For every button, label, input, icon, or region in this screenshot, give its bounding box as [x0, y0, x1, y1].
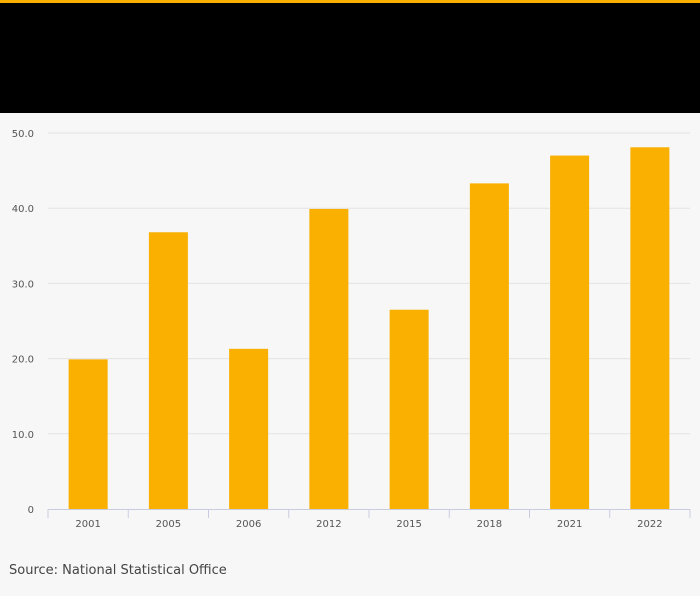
y-tick-label: 40.0	[12, 204, 34, 215]
top-accent-strip	[0, 0, 700, 3]
source-note: Source: National Statistical Office	[9, 563, 227, 578]
x-tick-label: 2006	[236, 519, 261, 530]
x-tick-label: 2022	[637, 519, 662, 530]
header-banner	[0, 3, 700, 113]
bar	[68, 359, 108, 509]
x-tick-label: 2018	[477, 519, 502, 530]
bar	[229, 348, 269, 509]
bar	[469, 183, 509, 509]
y-tick-label: 0	[28, 505, 34, 516]
y-tick-label: 50.0	[12, 129, 34, 140]
bar-chart-svg: 0 10.0 20.0 30.0 40.0 50.0 2001 2005 2006 2012 201…	[12, 129, 691, 530]
bar	[550, 155, 590, 509]
bar	[630, 147, 670, 509]
bar	[148, 232, 188, 509]
x-tick-label: 2012	[316, 519, 341, 530]
y-tick-label: 20.0	[12, 355, 34, 366]
y-tick-label: 10.0	[12, 430, 34, 441]
x-tick-label: 2005	[156, 519, 181, 530]
bar	[389, 309, 429, 509]
y-tick-label: 30.0	[12, 279, 34, 290]
x-tick-label: 2021	[557, 519, 582, 530]
x-tick-label: 2015	[396, 519, 421, 530]
x-tick-label: 2001	[75, 519, 100, 530]
bar-chart: 0 10.0 20.0 30.0 40.0 50.0 2001 2005 2006 2012 201…	[0, 113, 700, 543]
bar	[309, 208, 349, 509]
